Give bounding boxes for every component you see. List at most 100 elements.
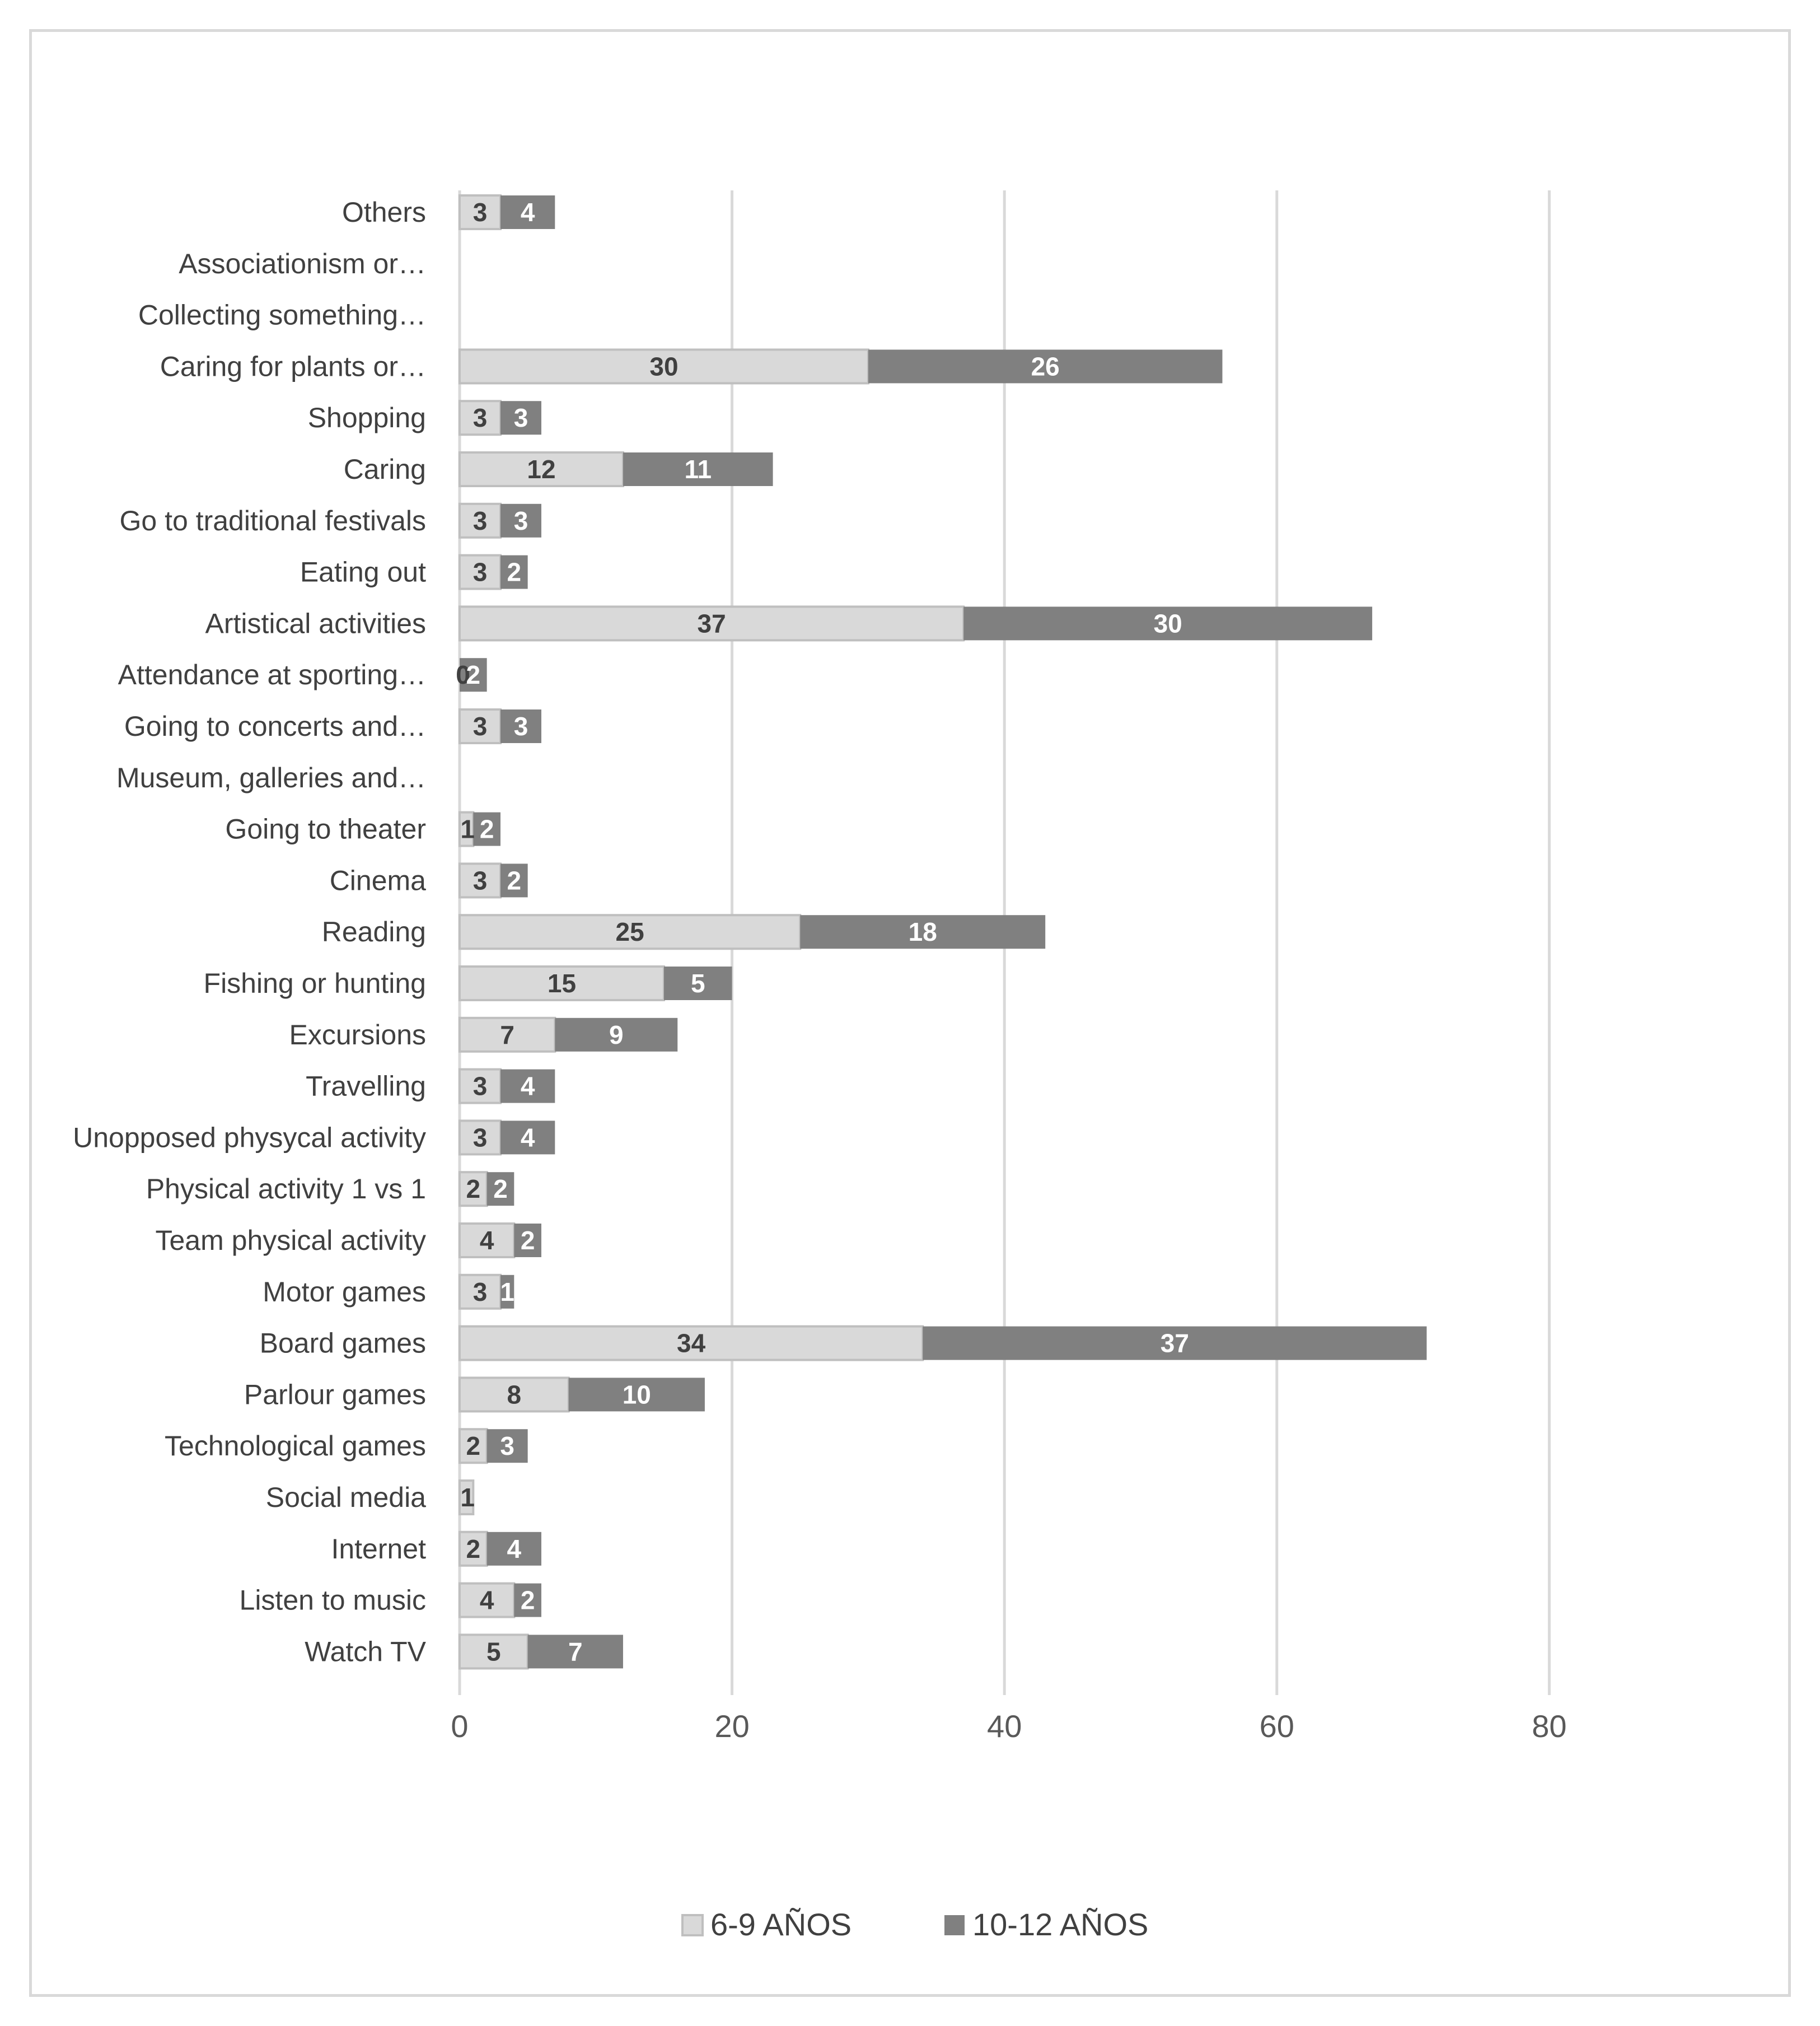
category-label: Caring for plants or…: [160, 351, 426, 382]
data-label-6-9: 0: [456, 660, 470, 689]
bar-10-12: [923, 1326, 1427, 1360]
data-label-6-9: 1: [460, 815, 475, 844]
data-label-10-12: 7: [568, 1637, 583, 1666]
bar-10-12: [800, 915, 1046, 949]
bar-10-12: [486, 1172, 514, 1206]
data-label-10-12: 4: [521, 1123, 535, 1152]
bar-10-12: [963, 606, 1373, 641]
bar-10-12: [500, 195, 555, 229]
category-label: Collecting something…: [138, 300, 426, 331]
data-label-10-12: 30: [1154, 609, 1182, 638]
bar-10-12: [500, 709, 541, 743]
data-label-10-12: 9: [609, 1020, 624, 1049]
data-label-6-9: 3: [473, 712, 488, 741]
data-label-10-12: 2: [507, 866, 522, 895]
bar-10-12: [473, 812, 500, 846]
bar-6-9: [458, 1479, 475, 1515]
bar-6-9: [458, 1016, 556, 1053]
data-label-6-9: 30: [649, 352, 678, 381]
bar-10-12: [500, 1275, 514, 1309]
bar-10-12: [500, 401, 541, 435]
category-label: Artistical activities: [205, 608, 426, 639]
category-label: Going to theater: [225, 814, 426, 845]
bar-10-12: [500, 503, 541, 538]
category-label: Parlour games: [244, 1379, 426, 1410]
legend-swatch: [944, 1915, 965, 1935]
bar-10-12: [500, 1069, 555, 1103]
legend-item-10-12: 10-12 AÑOS: [944, 1907, 1148, 1942]
x-tick-label: 80: [1532, 1708, 1566, 1744]
data-label-6-9: 3: [473, 1123, 488, 1152]
x-tick-label: 0: [451, 1708, 468, 1744]
data-label-10-12: 2: [507, 558, 522, 587]
data-label-10-12: 1: [500, 1277, 514, 1306]
data-label-6-9: 5: [486, 1637, 501, 1666]
category-label: Reading: [322, 916, 426, 947]
bar-6-9: [458, 1222, 516, 1258]
data-label-10-12: 3: [514, 712, 528, 741]
data-label-6-9: 4: [480, 1586, 494, 1615]
category-label: Physical activity 1 vs 1: [146, 1173, 426, 1205]
bar-6-9: [458, 348, 869, 385]
category-label: Associationism or…: [179, 248, 426, 279]
bar-6-9: [458, 862, 502, 899]
bar-6-9: [458, 708, 502, 744]
category-label: Team physical activity: [156, 1225, 427, 1256]
bar-10-12: [527, 1635, 623, 1669]
data-label-6-9: 37: [698, 609, 726, 638]
data-label-6-9: 15: [548, 969, 576, 998]
x-tick-label: 60: [1260, 1708, 1294, 1744]
bar-10-12: [663, 967, 732, 1000]
bar-10-12: [514, 1224, 541, 1257]
legend: 6-9 AÑOS 10-12 AÑOS: [681, 1907, 1148, 1942]
category-label: Museum, galleries and…: [116, 762, 426, 793]
bar-10-12: [568, 1378, 705, 1412]
bar-10-12: [868, 349, 1223, 384]
data-label-10-12: 26: [1031, 352, 1060, 381]
bar-6-9: [458, 914, 802, 950]
data-label-10-12: 4: [507, 1534, 522, 1563]
bar-10-12: [486, 1429, 528, 1463]
category-label: Going to concerts and…: [124, 711, 426, 742]
bar-10-12: [623, 452, 773, 486]
data-label-10-12: 5: [691, 969, 705, 998]
data-label-10-12: 3: [514, 506, 528, 535]
bar-6-9: [458, 1376, 570, 1413]
data-label-10-12: 4: [521, 198, 535, 227]
bar-10-12: [460, 658, 487, 692]
data-label-6-9: 1: [460, 1483, 475, 1512]
data-label-6-9: 3: [473, 1072, 488, 1101]
data-label-6-9: 3: [473, 558, 488, 587]
data-label-10-12: 11: [684, 455, 712, 484]
legend-swatch: [681, 1914, 704, 1936]
data-label-10-12: 2: [466, 660, 481, 689]
bar-6-9: [458, 1171, 488, 1207]
data-label-10-12: 3: [500, 1431, 514, 1460]
legend-label: 6-9 AÑOS: [710, 1907, 851, 1942]
bar-6-9: [458, 1068, 502, 1104]
data-label-6-9: 34: [677, 1329, 706, 1358]
bar-6-9: [458, 1325, 924, 1361]
category-label: Fishing or hunting: [204, 968, 426, 999]
data-label-10-12: 2: [521, 1586, 535, 1615]
x-tick-labels: 0 20 40 60 80: [451, 1708, 1566, 1744]
category-label: Eating out: [300, 557, 426, 588]
category-label: Cinema: [330, 865, 426, 896]
data-label-10-12: 10: [623, 1380, 651, 1409]
data-label-6-9: 3: [473, 403, 488, 432]
chart-frame: 3 4 30 26 3 3 12 11 3 3 3 2 37 30 0 2 3 3 1 2 3 2 25 18 15 5 7 9 3 4 3…: [29, 29, 1791, 1997]
data-label-6-9: 3: [473, 198, 488, 227]
category-label: Attendance at sporting…: [118, 659, 426, 690]
data-label-10-12: 2: [493, 1174, 508, 1203]
category-label: Board games: [260, 1328, 426, 1359]
data-label-6-9: 2: [466, 1174, 481, 1203]
data-label-10-12: 37: [1161, 1329, 1189, 1358]
data-label-6-9: 3: [473, 506, 488, 535]
category-label: Go to traditional festivals: [120, 505, 427, 536]
category-label: Caring: [344, 454, 426, 485]
data-label-6-9: 3: [473, 1277, 488, 1306]
data-label-6-9: 3: [473, 866, 488, 895]
bar-6-9: [458, 605, 965, 642]
